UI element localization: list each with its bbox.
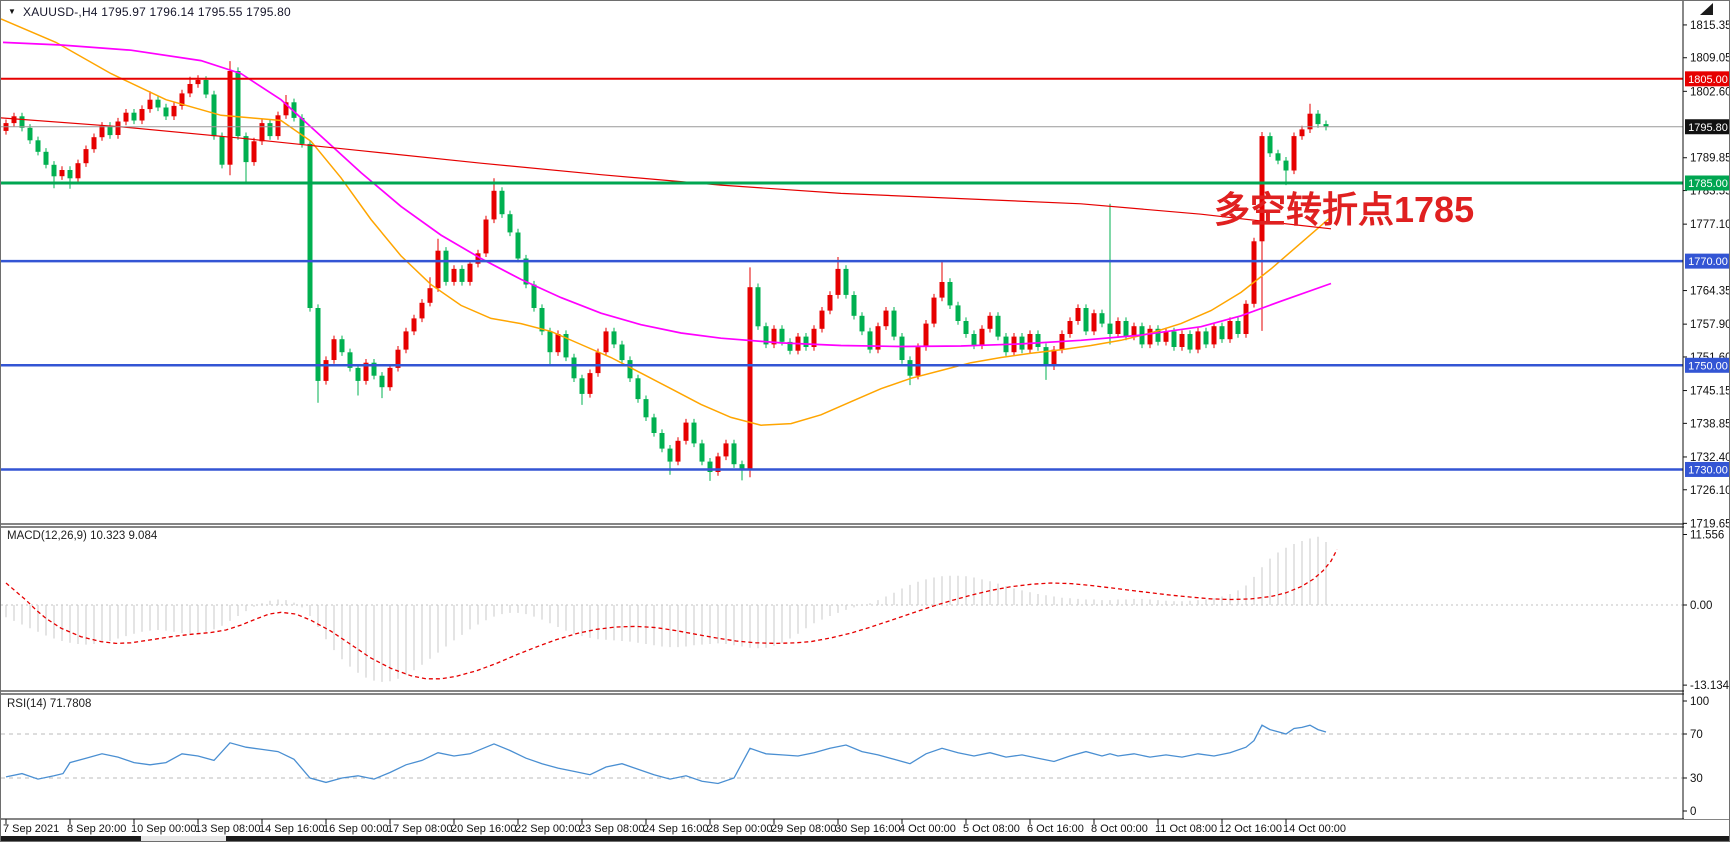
svg-text:1777.10: 1777.10 [1690,219,1730,231]
svg-text:1802.60: 1802.60 [1690,86,1730,98]
macd-signal-line [5,549,1338,680]
svg-text:1805.00: 1805.00 [1688,74,1728,86]
svg-text:-13.134: -13.134 [1690,680,1730,692]
svg-text:23 Sep 08:00: 23 Sep 08:00 [579,823,644,835]
symbol-dropdown-icon[interactable]: ▼ [8,7,16,16]
svg-text:28 Sep 00:00: 28 Sep 00:00 [707,823,772,835]
svg-text:1745.15: 1745.15 [1690,386,1730,398]
svg-text:8 Sep 20:00: 8 Sep 20:00 [67,823,126,835]
svg-text:1764.35: 1764.35 [1690,286,1730,298]
chart-text-annotation[interactable]: 多空转折点1785 [1214,189,1475,230]
svg-text:7 Sep 2021: 7 Sep 2021 [3,823,59,835]
ma-fast-orange [1,18,1332,426]
svg-text:14 Oct 00:00: 14 Oct 00:00 [1283,823,1346,835]
svg-text:22 Sep 00:00: 22 Sep 00:00 [515,823,580,835]
svg-text:5 Oct 08:00: 5 Oct 08:00 [963,823,1020,835]
price-axis[interactable]: 1815.351809.051802.601789.851783.551777.… [1682,1,1730,819]
price-tag-1785.00: 1785.00 [1685,175,1729,191]
scrollbar-thumb[interactable] [141,836,226,842]
svg-text:11 Oct 08:00: 11 Oct 08:00 [1155,823,1217,835]
svg-text:30 Sep 16:00: 30 Sep 16:00 [835,823,900,835]
svg-text:16 Sep 00:00: 16 Sep 00:00 [323,823,388,835]
price-tag-1770.00: 1770.00 [1685,253,1729,269]
rsi-indicator-label: RSI(14) 71.7808 [7,698,92,710]
horizontal-scrollbar[interactable] [1,836,1730,842]
svg-text:0.00: 0.00 [1690,600,1712,612]
svg-text:1770.00: 1770.00 [1688,256,1728,268]
macd-indicator-label: MACD(12,26,9) 10.323 9.084 [7,530,158,542]
svg-text:17 Sep 08:00: 17 Sep 08:00 [387,823,452,835]
svg-text:1795.80: 1795.80 [1688,122,1728,134]
svg-text:1730.00: 1730.00 [1688,464,1728,476]
chart-shift-marker-icon[interactable] [1700,3,1713,15]
svg-text:20 Sep 16:00: 20 Sep 16:00 [451,823,516,835]
svg-text:13 Sep 08:00: 13 Sep 08:00 [195,823,260,835]
svg-text:1738.85: 1738.85 [1690,418,1730,430]
svg-text:1719.65: 1719.65 [1690,518,1730,530]
svg-text:70: 70 [1690,729,1703,741]
svg-text:1789.85: 1789.85 [1690,153,1730,165]
symbol-quote-info: XAUUSD-,H4 1795.97 1796.14 1795.55 1795.… [23,5,291,19]
svg-text:1815.35: 1815.35 [1690,20,1730,32]
price-tag-1730.00: 1730.00 [1685,461,1729,477]
svg-text:0: 0 [1690,806,1696,818]
svg-text:1757.90: 1757.90 [1690,319,1730,331]
ma-mid-magenta [2,41,1332,348]
svg-text:4 Oct 00:00: 4 Oct 00:00 [899,823,956,835]
svg-text:1809.05: 1809.05 [1690,53,1730,65]
svg-text:8 Oct 00:00: 8 Oct 00:00 [1091,823,1148,835]
svg-text:6 Oct 16:00: 6 Oct 16:00 [1027,823,1084,835]
price-tag-1795.80: 1795.80 [1685,119,1729,135]
svg-text:10 Sep 00:00: 10 Sep 00:00 [131,823,196,835]
svg-text:11.556: 11.556 [1690,530,1724,542]
rsi-panel [1,724,1683,785]
svg-text:1726.10: 1726.10 [1690,485,1730,497]
svg-text:12 Oct 16:00: 12 Oct 16:00 [1219,823,1282,835]
svg-text:14 Sep 16:00: 14 Sep 16:00 [259,823,324,835]
svg-text:1750.00: 1750.00 [1688,360,1728,372]
svg-text:100: 100 [1690,696,1709,708]
macd-panel [1,536,1683,682]
svg-text:1732.40: 1732.40 [1690,452,1730,464]
ma-slow-red [1,117,1332,230]
svg-text:1785.00: 1785.00 [1688,178,1728,190]
price-tag-1805.00: 1805.00 [1685,71,1729,87]
svg-text:24 Sep 16:00: 24 Sep 16:00 [643,823,708,835]
price-tag-1750.00: 1750.00 [1685,357,1729,373]
svg-text:29 Sep 08:00: 29 Sep 08:00 [771,823,836,835]
panel-separators[interactable] [1,523,1730,820]
svg-text:30: 30 [1690,773,1703,785]
rsi-line [5,724,1327,785]
